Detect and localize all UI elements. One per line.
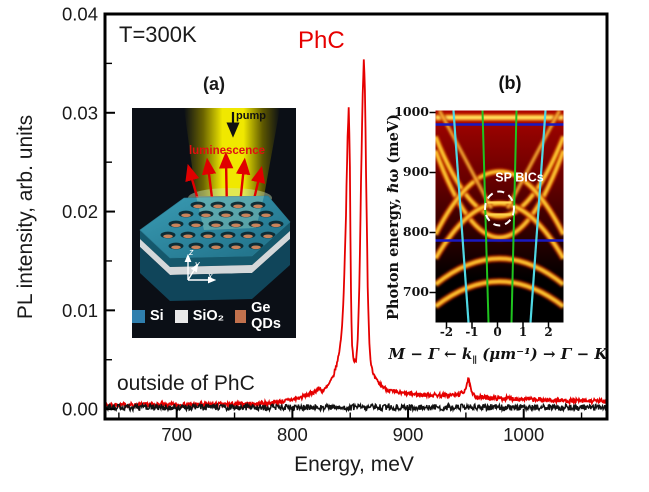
legend-item-ge-qds: Ge QDs	[235, 300, 296, 332]
inset-b-y-tick-label: 800	[402, 223, 429, 239]
x-tick-label: 900	[393, 424, 424, 445]
temperature-annotation: T=300K	[119, 22, 197, 47]
phc-slab-illustration	[139, 108, 291, 301]
inset-b-y-tick-label: 1000	[394, 103, 429, 119]
series-phc	[105, 59, 607, 411]
axis-x-label: x	[208, 271, 213, 281]
x-tick-label: 1000	[503, 424, 544, 445]
y-tick-label: 0.00	[62, 399, 98, 420]
inset-b-y-tick-label: 900	[402, 163, 429, 179]
inset-b-y-axis-title: Photon energy, ℏω (meV)	[385, 114, 402, 320]
series-outside-of-phc	[105, 401, 607, 414]
diffraction-line	[510, 110, 518, 323]
inset-b-y-tick-label: 700	[402, 283, 429, 299]
legend-label: Ge QDs	[251, 300, 281, 332]
inset-a-legend: Si SiO₂ Ge QDs	[132, 300, 296, 332]
legend-swatch	[235, 309, 247, 323]
legend-swatch	[132, 309, 145, 323]
inset-b-x-tick-label: -1	[465, 325, 479, 339]
x-tick-label: 700	[161, 424, 192, 445]
sp-bics-annotation: SP BICs	[495, 171, 543, 185]
y-tick-label: 0.02	[62, 201, 98, 222]
legend-swatch	[174, 309, 188, 323]
y-tick-label: 0.04	[62, 4, 98, 25]
y-tick-label: 0.03	[62, 102, 98, 123]
y-tick-label: 0.01	[62, 300, 98, 321]
diffraction-line	[481, 110, 490, 323]
curves	[105, 59, 607, 414]
light-cone-line	[452, 110, 470, 323]
inset-b-x-tick-label: 0	[493, 325, 502, 339]
dispersion-heatmap: SP BICs	[429, 110, 564, 329]
inset-b-x-tick-label: 2	[544, 325, 553, 339]
light-cone-line	[529, 110, 547, 323]
pump-label: pump	[236, 110, 266, 122]
inset-b-x-tick-label: 1	[518, 325, 528, 339]
x-axis-title: Energy, meV	[294, 453, 414, 476]
legend-item-sio₂: SiO₂	[174, 300, 225, 332]
legend-item-si: Si	[132, 300, 164, 332]
inset-b-x-axis-title: M − Γ ← k∥ (μm⁻¹) → Γ − K	[388, 345, 608, 366]
coordinate-axes-icon	[184, 253, 217, 284]
axis-z-label: z	[189, 247, 194, 257]
bic-circle-marker	[484, 190, 515, 227]
photonic-bands	[435, 110, 564, 310]
inset-a-label: (a)	[203, 74, 225, 94]
inset-b-x-tick-label: -2	[439, 325, 454, 339]
axis-ticks	[106, 13, 583, 418]
inset-b-label: (b)	[498, 73, 522, 93]
legend-label: SiO₂	[192, 308, 225, 324]
x-tick-label: 800	[277, 424, 308, 445]
y-axis-title: PL intensity, arb. units	[14, 114, 37, 320]
outside-phc-annotation: outside of PhC	[117, 372, 255, 395]
plot-frame	[103, 12, 609, 421]
legend-label: Si	[150, 308, 164, 324]
luminescence-label: luminescence	[188, 145, 266, 157]
axis-y-label: y	[195, 259, 200, 269]
phc-peak-label: PhC	[298, 27, 345, 54]
